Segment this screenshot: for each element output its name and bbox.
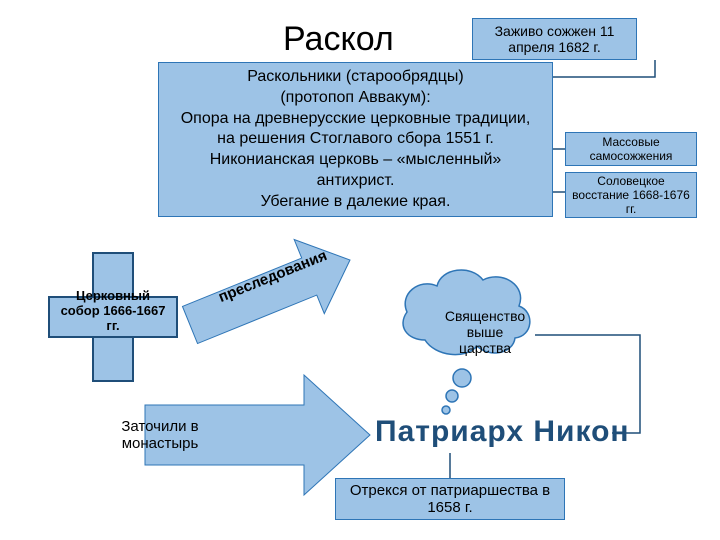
main-box-line7: Убегание в далекие края.	[165, 192, 546, 213]
solovki-box: Соловецкое восстание 1668-1676 гг.	[565, 172, 697, 218]
main-box-line1: Раскольники (старообрядцы)	[165, 67, 546, 88]
main-box-line2: (протопоп Аввакум):	[165, 88, 546, 109]
persecution-label: преследования	[216, 247, 329, 306]
monastery-label: Заточили в монастырь	[100, 418, 220, 452]
page-title: Раскол	[283, 20, 394, 59]
mass-immolation-box: Массовые самосожжения	[565, 132, 697, 166]
cloud-label: Священство выше царства	[440, 308, 530, 356]
burned-box: Заживо сожжен 11 апреля 1682 г.	[472, 18, 637, 60]
abdicated-box: Отрекся от патриаршества в 1658 г.	[335, 478, 565, 520]
main-box-line6: антихрист.	[165, 171, 546, 192]
main-box-line3: Опора на древнерусские церковные традици…	[165, 109, 546, 130]
council-label: Церковный собор 1666-1667 гг.	[55, 288, 171, 333]
nikon-text: Патриарх Никон	[375, 415, 630, 449]
main-box-line4: на решения Стоглавого сбора 1551 г.	[165, 129, 546, 150]
main-box: Раскольники (старообрядцы) (протопоп Авв…	[158, 62, 553, 217]
main-box-line5: Никонианская церковь – «мысленный»	[165, 150, 546, 171]
